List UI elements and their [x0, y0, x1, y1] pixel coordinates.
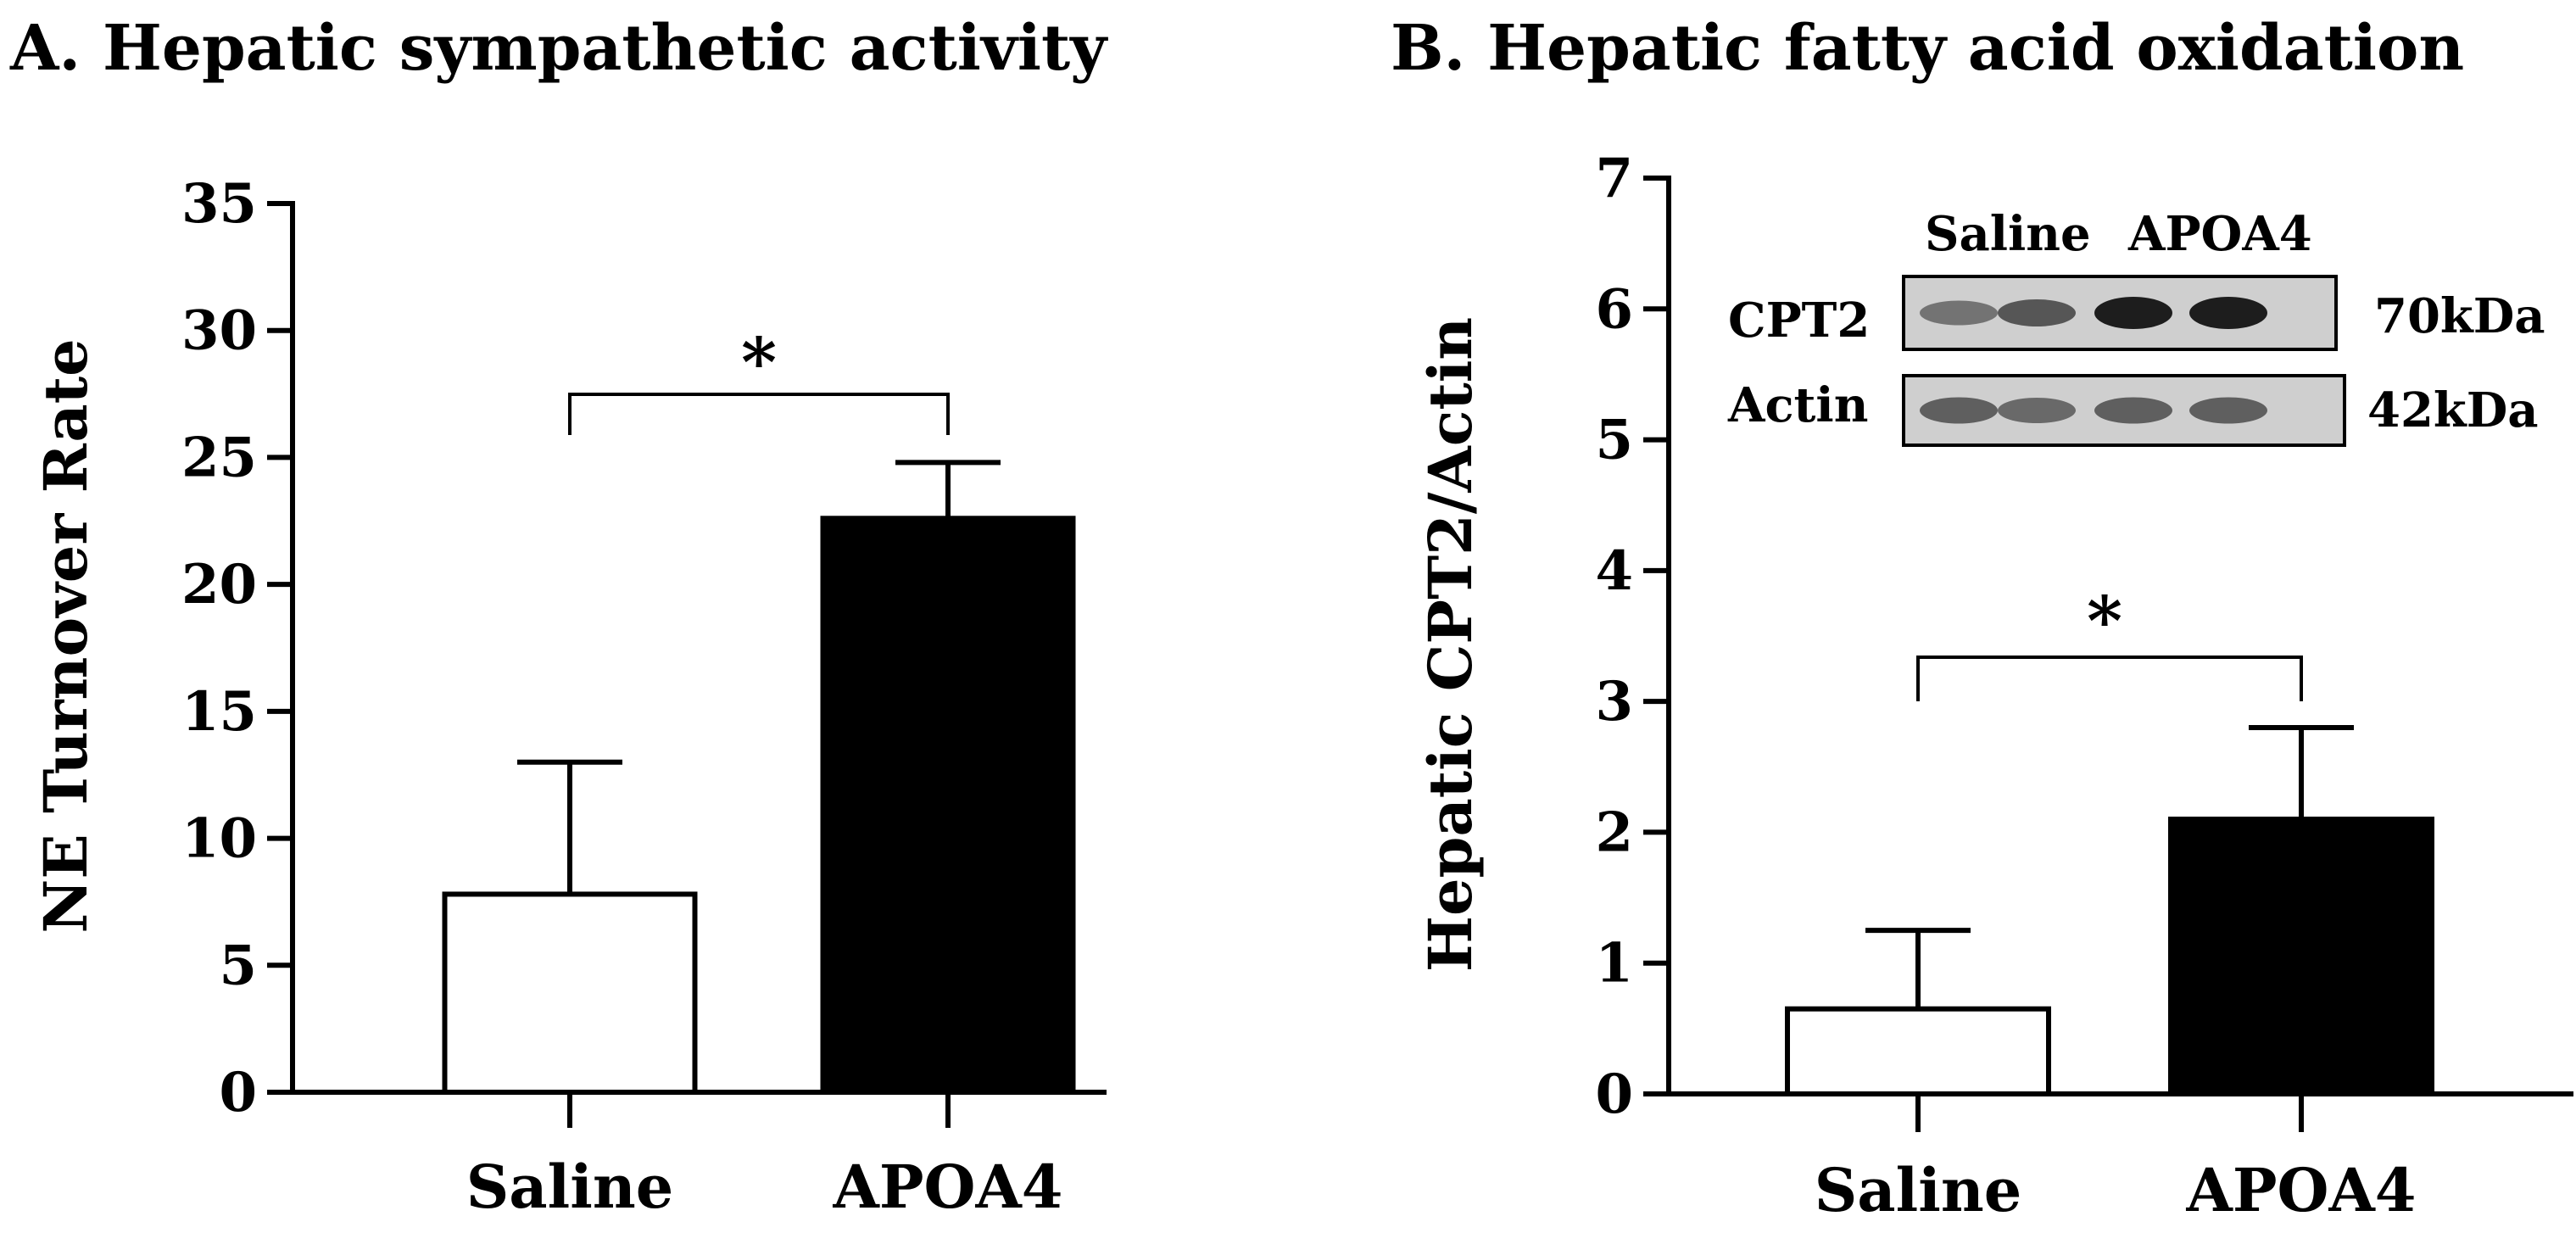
- panel-b-y-tick-label: 2: [1595, 801, 1633, 864]
- panel-a-significance-star: *: [741, 322, 777, 402]
- panel-a-significance-bracket: [568, 393, 950, 435]
- blot-band-actin-lane-2: [1998, 398, 2076, 423]
- blot-band-cpt2-lane-2: [1998, 299, 2076, 326]
- panel-b-y-tick-label: 6: [1595, 277, 1633, 341]
- panel-b-y-tick-label: 7: [1595, 147, 1633, 210]
- panel-b-bar-apoa4: [2168, 817, 2434, 1096]
- blot-band-actin-lane-4: [2189, 397, 2267, 424]
- blot-row-label-actin: Actin: [1727, 377, 1868, 433]
- blot-band-actin-lane-1: [1920, 397, 1998, 424]
- panel-a-y-tick-label: 5: [219, 934, 257, 997]
- blot-lane-label-apoa4: APOA4: [2127, 206, 2312, 262]
- blot-band-actin-lane-3: [2094, 397, 2172, 424]
- panel-b-bar-saline: [1785, 1006, 2051, 1096]
- panel-b-y-tick-label: 3: [1595, 670, 1633, 734]
- panel-a-category-apoa4: APOA4: [833, 1152, 1063, 1222]
- panel-a-y-tick-label: 20: [181, 553, 257, 616]
- panel-a-y-tick-label: 10: [181, 807, 257, 871]
- blot-band-cpt2-lane-1: [1920, 300, 1998, 326]
- chart-marks: 0 5 10 15 20 25 30 35 0 1 2 3 4 5 6 7: [181, 147, 2573, 1132]
- blot-lane-label-saline: Saline: [1925, 206, 2091, 262]
- panel-b-y-tick-label: 0: [1595, 1063, 1633, 1126]
- panel-b-category-saline: Saline: [1815, 1155, 2022, 1225]
- panel-b-category-apoa4: APOA4: [2186, 1155, 2417, 1225]
- panel-a-bar-saline: [442, 891, 698, 1095]
- panel-b-ylabel: Hepatic CPT2/Actin: [1415, 317, 1486, 972]
- panel-a-category-saline: Saline: [466, 1152, 674, 1222]
- panel-a-y-tick-label: 35: [181, 172, 257, 236]
- panel-b-significance-bracket: [1916, 656, 2303, 701]
- panel-b-y-tick-label: 5: [1595, 409, 1633, 472]
- blot-band-cpt2-lane-4: [2189, 297, 2267, 329]
- panel-b-y-tick-label: 1: [1595, 932, 1633, 996]
- panel-a-title: A. Hepatic sympathetic activity: [9, 12, 1108, 85]
- panel-a-y-tick-label: 15: [181, 680, 257, 744]
- panel-a-y-tick-label: 25: [181, 426, 257, 489]
- blot-size-label-cpt2: 70kDa: [2374, 288, 2545, 344]
- panel-a-bar-apoa4: [820, 516, 1076, 1095]
- panel-a-y-tick-label: 30: [181, 299, 257, 363]
- blot-size-label-actin: 42kDa: [2367, 382, 2539, 438]
- panel-a-y-tick-label: 0: [219, 1061, 257, 1124]
- blot-band-cpt2-lane-3: [2094, 297, 2172, 329]
- panel-b-significance-star: *: [2087, 581, 2122, 661]
- panel-b-y-tick-label: 4: [1595, 539, 1633, 603]
- blot-row-label-cpt2: CPT2: [1728, 293, 1870, 349]
- panel-b-title: B. Hepatic fatty acid oxidation: [1391, 12, 2464, 85]
- panel-a-ylabel: NE Turnover Rate: [31, 338, 101, 933]
